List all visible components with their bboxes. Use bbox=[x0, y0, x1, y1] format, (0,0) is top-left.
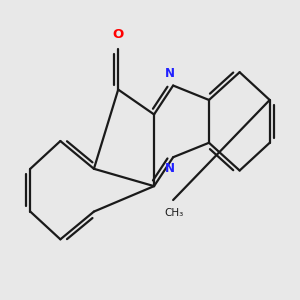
Text: N: N bbox=[165, 162, 175, 176]
Text: O: O bbox=[112, 28, 124, 41]
Text: CH₃: CH₃ bbox=[165, 208, 184, 218]
Text: N: N bbox=[165, 67, 175, 80]
